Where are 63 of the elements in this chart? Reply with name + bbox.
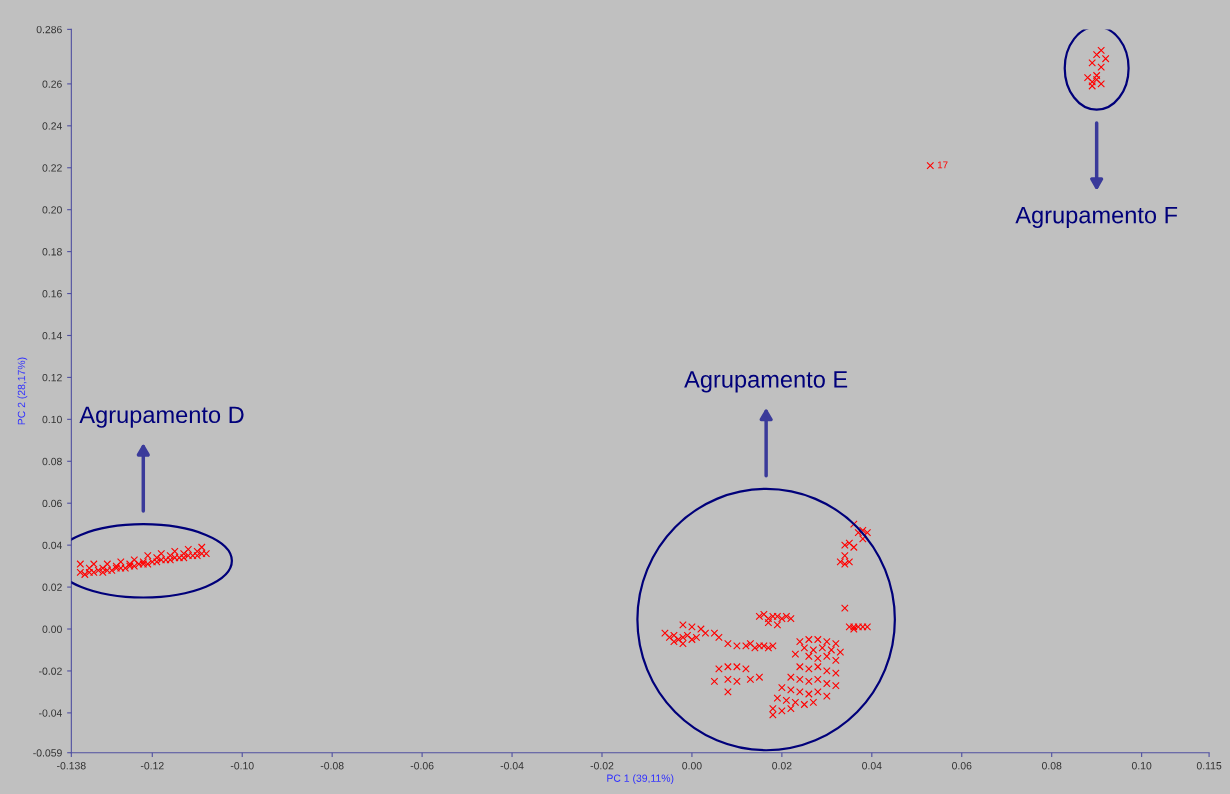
- point: [170, 547, 179, 556]
- y-tick-label: 0.22: [42, 164, 62, 172]
- point: [1083, 73, 1092, 82]
- point: [1092, 50, 1101, 59]
- point: [1097, 63, 1105, 71]
- point: [1088, 82, 1096, 90]
- y-tick-label: 0.18: [42, 248, 62, 256]
- point: [143, 551, 152, 560]
- x-tick-label: 0.02: [772, 762, 792, 770]
- y-tick-label: 0.26: [42, 80, 62, 88]
- point: [116, 558, 125, 566]
- x-tick-label: 0.10: [1131, 762, 1152, 770]
- y-tick-label: 0.20: [42, 206, 62, 214]
- annotation: Agrupamento E: [684, 371, 848, 393]
- y-tick-label: 0.08: [42, 457, 62, 466]
- x-tick-label: 0.115: [1196, 762, 1222, 770]
- y-tick-label: -0.059: [33, 749, 62, 757]
- annotation: 17: [937, 161, 948, 169]
- point: [157, 549, 166, 558]
- point: [1101, 54, 1110, 63]
- x-tick-label: 0.08: [1041, 762, 1062, 770]
- y-tick-label: 0.16: [42, 290, 62, 298]
- y-tick-label: 0.14: [42, 331, 63, 340]
- point: [184, 545, 193, 554]
- annotation: Agrupamento D: [79, 406, 244, 428]
- point: [926, 161, 935, 170]
- x-tick-label: -0.10: [230, 762, 254, 770]
- y-tick-label: 0.286: [36, 25, 62, 34]
- y-tick-label: 0.24: [42, 122, 63, 130]
- y-tick-label: -0.04: [39, 709, 63, 717]
- x-tick-label: -0.12: [140, 762, 164, 770]
- point: [90, 560, 98, 568]
- point: [166, 551, 175, 560]
- point: [197, 543, 206, 552]
- y-tick-label: 0.12: [42, 373, 62, 382]
- point: [85, 564, 94, 573]
- point: [76, 560, 85, 568]
- point: [1088, 59, 1096, 67]
- point: [103, 560, 112, 568]
- x-tick-label: -0.04: [500, 762, 524, 770]
- point: [193, 547, 202, 556]
- y-tick-label: 0.06: [42, 499, 62, 508]
- point: [1092, 75, 1101, 84]
- x-tick-label: 0.04: [862, 762, 882, 770]
- y-axis-title: PC 2 (28,17%): [17, 357, 28, 425]
- y-tick-label: -0.02: [39, 667, 62, 675]
- x-tick-label: -0.02: [590, 762, 614, 770]
- point: [1097, 80, 1105, 88]
- y-tick-label: 0.00: [42, 625, 62, 633]
- point: [1097, 46, 1105, 55]
- x-tick-label: -0.138: [57, 762, 86, 770]
- x-tick-label: -0.06: [410, 762, 434, 770]
- annotation: Agrupamento F: [1015, 206, 1178, 229]
- point: [130, 556, 139, 564]
- point: [130, 562, 139, 570]
- x-tick-label: -0.08: [320, 762, 344, 770]
- x-tick-label: 0.00: [682, 762, 702, 770]
- y-tick-label: 0.10: [42, 415, 62, 424]
- y-tick-label: 0.02: [42, 583, 62, 591]
- x-tick-label: 0.06: [952, 762, 972, 770]
- y-tick-label: 0.04: [42, 541, 63, 550]
- point: [1092, 71, 1101, 80]
- x-axis-title: PC 1 (39,11%): [607, 774, 674, 784]
